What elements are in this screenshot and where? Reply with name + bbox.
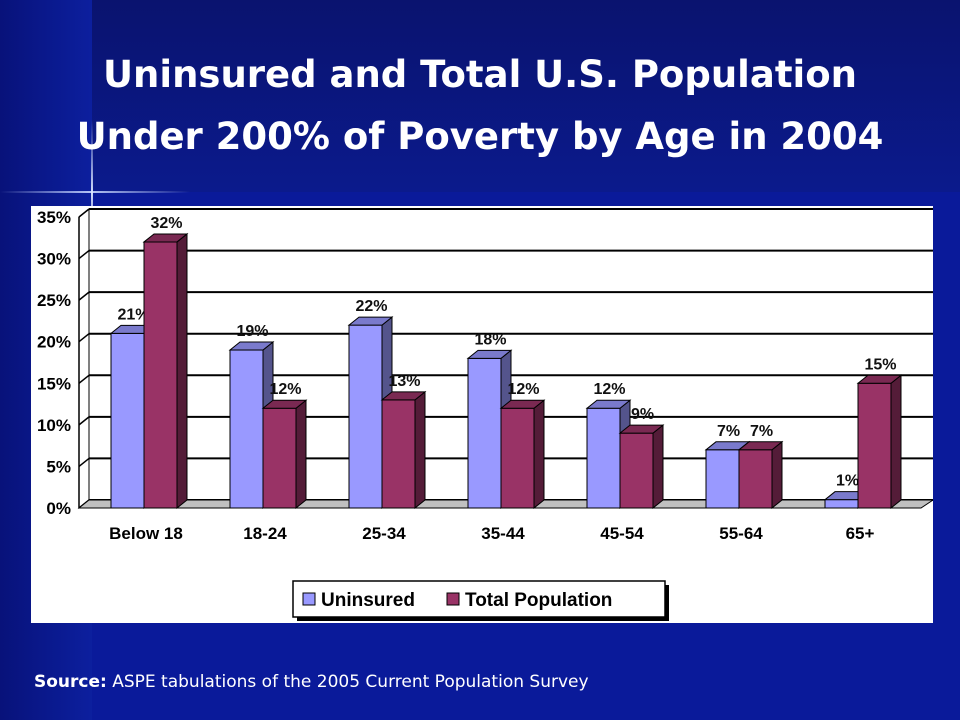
data-label: 7% — [717, 423, 740, 440]
bar-total-population-top — [380, 391, 427, 401]
legend-label: Total Population — [465, 590, 612, 611]
bar-total-population-front — [381, 399, 416, 509]
legend-box — [292, 580, 666, 618]
bar-total-population-top — [261, 399, 308, 409]
gridline-side — [78, 208, 90, 218]
bar-total-population-top — [737, 441, 784, 451]
sparkle-horizontal-decoration — [0, 191, 190, 193]
bar-total-population-side — [533, 399, 545, 510]
y-tick-label: 20% — [37, 333, 71, 352]
bar-uninsured-front — [586, 407, 621, 509]
bar-total-population-side — [771, 440, 783, 510]
gridline-side — [78, 457, 90, 468]
x-tick-label: 65+ — [846, 524, 875, 543]
bar-total-population-side — [414, 390, 426, 510]
title-line-1: Uninsured and Total U.S. Population — [103, 53, 857, 96]
bar-uninsured-front — [467, 357, 502, 509]
gridline-side — [78, 374, 90, 384]
bar-total-population-top — [856, 374, 903, 384]
gridline-side — [78, 249, 90, 260]
bar-total-population-side — [295, 399, 307, 510]
bar-uninsured-front — [705, 449, 740, 509]
legend-swatch-total-population — [446, 592, 460, 606]
gridline-side — [78, 333, 90, 343]
source-note: Source: ASPE tabulations of the 2005 Cur… — [34, 672, 589, 692]
data-label: 12% — [269, 381, 301, 398]
x-tick-label: 55-64 — [719, 524, 763, 543]
bar-total-population-top — [142, 233, 189, 243]
y-tick-label: 15% — [37, 374, 71, 393]
sparkle-vertical-decoration — [91, 120, 93, 260]
data-label: 19% — [236, 323, 268, 340]
data-label: 12% — [507, 381, 539, 398]
x-tick-label: 25-34 — [362, 524, 406, 543]
data-label: 32% — [150, 215, 182, 232]
bar-total-population-front — [738, 449, 773, 509]
bar-total-population-front — [619, 432, 654, 509]
data-label: 9% — [631, 406, 654, 423]
chart-panel: 0% 5% 10% 15% 20% 25% 30% 35% 21% 32% Below 18 19% 1… — [31, 206, 933, 623]
y-tick-label: 25% — [37, 291, 71, 310]
data-label: 22% — [355, 298, 387, 315]
bar-total-population-front — [143, 241, 178, 509]
bar-uninsured-front — [824, 499, 859, 509]
y-tick-label: 30% — [37, 250, 71, 269]
bar-total-population-top — [618, 424, 665, 434]
bar-uninsured-front — [229, 349, 264, 509]
data-label: 15% — [864, 356, 896, 373]
bar-total-population-front — [262, 407, 297, 509]
bar-uninsured-front — [110, 332, 145, 509]
bar-total-population-side — [890, 374, 902, 510]
bar-uninsured-top — [585, 399, 632, 409]
slide-header-background — [0, 0, 960, 192]
y-tick-label: 10% — [37, 416, 71, 435]
data-label: 7% — [750, 423, 773, 440]
data-label: 21% — [117, 306, 149, 323]
bar-uninsured-top — [347, 316, 394, 326]
gridline-side — [78, 291, 90, 301]
source-label: Source: — [34, 672, 107, 692]
legend-swatch-uninsured — [302, 592, 316, 606]
source-text: ASPE tabulations of the 2005 Current Pop… — [112, 672, 589, 692]
y-tick-label: 35% — [37, 208, 71, 227]
bar-uninsured-top — [466, 349, 513, 359]
slide-title: Uninsured and Total U.S. Population Unde… — [0, 44, 960, 168]
bar-total-population-top — [499, 399, 546, 409]
bar-uninsured-front — [348, 324, 383, 509]
data-label: 12% — [593, 381, 625, 398]
x-tick-label: Below 18 — [109, 524, 183, 543]
bar-chart: 0% 5% 10% 15% 20% 25% 30% 35% 21% 32% Below 18 19% 1… — [37, 207, 933, 621]
bar-total-population-front — [500, 407, 535, 509]
y-tick-label: 5% — [46, 457, 71, 476]
gridline-side — [78, 416, 90, 426]
title-line-2: Under 200% of Poverty by Age in 2004 — [76, 115, 884, 158]
y-tick-label: 0% — [46, 499, 71, 518]
data-label: 1% — [836, 473, 859, 490]
bar-total-population-side — [176, 232, 188, 510]
data-label: 13% — [388, 373, 420, 390]
x-tick-label: 18-24 — [243, 524, 287, 543]
bar-uninsured-top — [228, 341, 275, 351]
bar-total-population-front — [857, 382, 892, 509]
x-tick-label: 45-54 — [600, 524, 644, 543]
legend-label: Uninsured — [321, 590, 415, 611]
data-label: 18% — [474, 331, 506, 348]
x-tick-label: 35-44 — [481, 524, 525, 543]
bar-total-population-side — [652, 424, 664, 510]
